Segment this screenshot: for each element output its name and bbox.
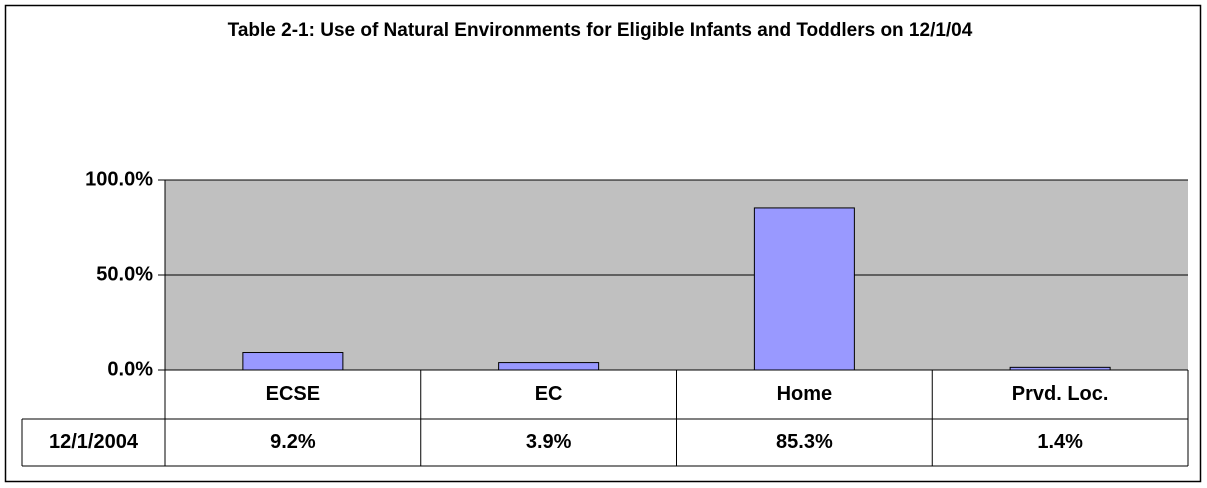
legend-label: 12/1/2004 — [49, 431, 139, 453]
data-label: 85.3% — [776, 431, 833, 453]
x-tick-label: ECSE — [266, 383, 320, 405]
bar — [498, 362, 600, 371]
data-label: 9.2% — [270, 431, 316, 453]
x-tick-label: EC — [535, 383, 563, 405]
chart-title: Table 2-1: Use of Natural Environments f… — [227, 20, 973, 41]
y-tick-label: 50.0% — [96, 263, 153, 285]
y-tick-label: 0.0% — [107, 358, 153, 380]
x-tick-label: Home — [777, 383, 833, 405]
x-tick-label: Prvd. Loc. — [1012, 383, 1109, 405]
data-label: 1.4% — [1037, 431, 1083, 453]
bar — [1009, 366, 1111, 371]
bar — [242, 352, 344, 371]
data-label: 3.9% — [526, 431, 572, 453]
bar — [753, 207, 855, 371]
y-tick-label: 100.0% — [85, 168, 153, 190]
